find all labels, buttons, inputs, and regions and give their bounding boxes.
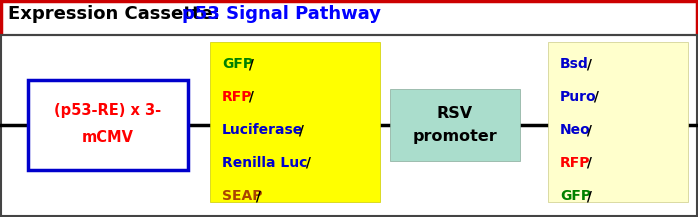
Text: Renilla Luc: Renilla Luc (222, 156, 307, 170)
Text: /: / (294, 123, 304, 137)
Bar (548, 42, 688, 202)
Text: Expression Cassette:: Expression Cassette: (8, 5, 232, 23)
Text: GFP: GFP (222, 57, 253, 71)
Bar (1, 35, 697, 216)
Text: SEAP: SEAP (222, 189, 262, 203)
Text: /: / (581, 189, 592, 203)
Text: p53 Signal Pathway: p53 Signal Pathway (182, 5, 381, 23)
Text: /: / (581, 123, 592, 137)
Text: (p53-RE) x 3-: (p53-RE) x 3- (54, 104, 161, 118)
Text: /: / (581, 156, 592, 170)
Text: GFP: GFP (560, 189, 591, 203)
Text: /: / (251, 189, 261, 203)
Text: Neo: Neo (560, 123, 591, 137)
Text: RFP: RFP (560, 156, 591, 170)
Text: RSV: RSV (437, 105, 473, 120)
Bar (28, 80, 188, 170)
Text: promoter: promoter (413, 130, 498, 145)
Text: /: / (581, 57, 592, 71)
Bar (210, 42, 380, 202)
Text: mCMV: mCMV (82, 130, 134, 145)
Text: /: / (589, 90, 599, 104)
Text: /: / (244, 90, 253, 104)
Text: /: / (302, 156, 311, 170)
Text: Puro: Puro (560, 90, 597, 104)
Text: /: / (244, 57, 253, 71)
Bar (390, 89, 520, 161)
Text: Bsd: Bsd (560, 57, 588, 71)
Text: RFP: RFP (222, 90, 253, 104)
Text: Luciferase: Luciferase (222, 123, 303, 137)
